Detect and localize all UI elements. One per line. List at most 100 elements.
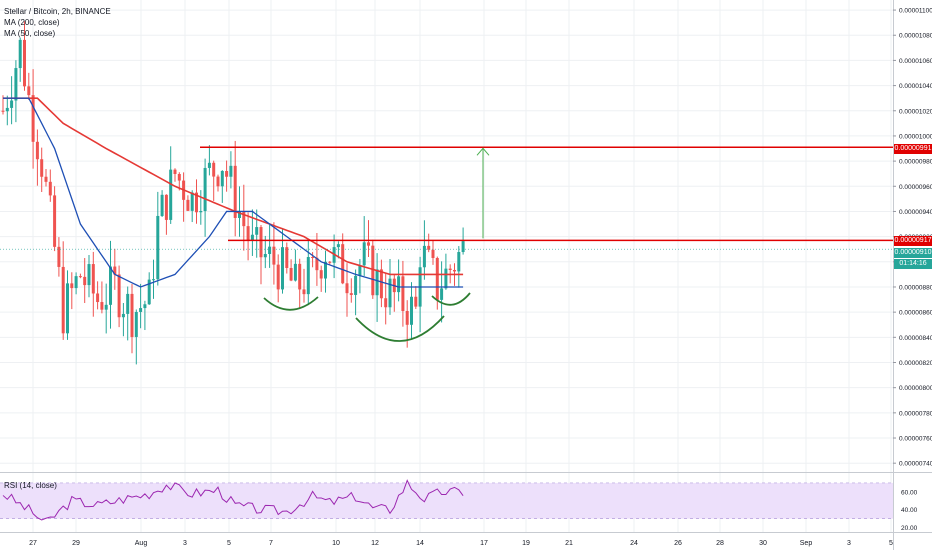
candle-body xyxy=(268,246,272,255)
candle-body xyxy=(397,276,401,293)
candle-body xyxy=(130,293,134,337)
candle-body xyxy=(246,226,250,241)
candle-body xyxy=(276,264,280,290)
candle-body xyxy=(302,289,306,295)
candle-body xyxy=(40,159,44,177)
candle-body xyxy=(341,244,345,284)
y-tick-label: 0.00000760 xyxy=(899,436,932,443)
candle-body xyxy=(349,293,353,295)
candle-body xyxy=(160,194,164,216)
candle-body xyxy=(401,276,405,311)
candle-body xyxy=(169,169,173,220)
candle-body xyxy=(328,261,332,263)
x-tick-label: 3 xyxy=(183,540,187,547)
candle-body xyxy=(31,95,35,142)
candle-body xyxy=(74,276,78,289)
candle-body xyxy=(57,246,61,267)
candle-body xyxy=(319,270,323,279)
candle-body xyxy=(156,215,160,280)
price-axis: 0.00001100 0.00001080 0.00001060 0.00001040… xyxy=(893,8,932,532)
rsi-tick-label: 40.00 xyxy=(901,507,918,514)
ma50-line xyxy=(3,97,464,288)
ma50-legend: MA (50, close) xyxy=(4,29,56,38)
candle-body xyxy=(461,241,465,253)
right-shoulder-arc xyxy=(431,292,471,306)
y-tick-label: 0.00000940 xyxy=(899,209,932,216)
candle-body xyxy=(164,194,168,220)
candle-body xyxy=(255,227,259,235)
x-tick-label: 21 xyxy=(565,540,573,547)
horizontal-levels[interactable] xyxy=(0,146,893,250)
rsi-tick-label: 20.00 xyxy=(901,525,918,532)
candle-body xyxy=(1,110,5,112)
ma200-line xyxy=(3,97,464,276)
x-tick-label: 7 xyxy=(269,540,273,547)
candle-body xyxy=(14,68,18,101)
candle-body xyxy=(220,170,224,187)
y-tick-label: 0.00000740 xyxy=(899,461,932,468)
candle-body xyxy=(457,252,461,272)
candle-body xyxy=(143,304,147,309)
candle-body xyxy=(315,257,319,271)
candle-body xyxy=(367,242,370,246)
candle-body xyxy=(448,268,452,270)
x-tick-label: Sep xyxy=(800,540,813,547)
candle-body xyxy=(61,266,65,334)
candle-body xyxy=(177,173,181,181)
candles xyxy=(1,21,465,365)
candle-body xyxy=(427,245,431,250)
left-shoulder-arc xyxy=(263,296,319,311)
candle-body xyxy=(422,245,426,268)
candle-body xyxy=(10,100,14,108)
candle-body xyxy=(121,313,125,318)
rsi-tick-label: 60.00 xyxy=(901,489,918,496)
candle-body xyxy=(371,245,375,296)
candle-body xyxy=(431,249,435,258)
candle-body xyxy=(104,304,108,310)
head-arc xyxy=(355,315,445,342)
candle-body xyxy=(358,265,362,276)
last-price-label: 0.00000910 xyxy=(894,248,932,258)
ma200-legend: MA (200, close) xyxy=(4,18,60,27)
candle-body xyxy=(229,165,233,177)
candle-body xyxy=(195,192,198,213)
y-tick-label: 0.00000800 xyxy=(899,385,932,392)
candle-body xyxy=(289,267,293,281)
candle-body xyxy=(216,176,220,187)
x-tick-label: 5 xyxy=(227,540,231,547)
candle-body xyxy=(259,227,263,258)
candle-body xyxy=(100,302,104,310)
candle-body xyxy=(345,283,349,294)
x-tick-label: 17 xyxy=(480,540,488,547)
candle-body xyxy=(293,263,297,281)
candle-body xyxy=(362,242,366,266)
candle-body xyxy=(384,298,388,308)
x-tick-label: 30 xyxy=(759,540,767,547)
candle-body xyxy=(225,170,229,177)
target-price-label: 0.00000991 xyxy=(894,144,932,154)
y-tick-label: 0.00000840 xyxy=(899,335,932,342)
y-tick-label: 0.00001060 xyxy=(899,58,932,65)
candle-body xyxy=(109,266,112,305)
candle-body xyxy=(233,165,237,218)
candle-body xyxy=(440,288,444,300)
candle-body xyxy=(147,279,151,305)
candle-body xyxy=(134,311,138,337)
candle-body xyxy=(324,261,327,279)
candle-body xyxy=(139,308,143,312)
x-tick-label: 27 xyxy=(29,540,37,547)
candle-body xyxy=(375,269,379,296)
x-tick-label: 5 xyxy=(889,540,893,547)
y-tick-label: 0.00001020 xyxy=(899,108,932,115)
candle-body xyxy=(44,176,48,182)
countdown-label: 01:14:16 xyxy=(894,259,932,269)
candle-body xyxy=(238,211,241,218)
candle-body xyxy=(212,162,216,177)
y-tick-label: 0.00001080 xyxy=(899,33,932,40)
candle-body xyxy=(35,141,39,160)
rsi-band xyxy=(0,482,893,519)
candle-body xyxy=(48,181,52,196)
candle-body xyxy=(388,278,392,308)
